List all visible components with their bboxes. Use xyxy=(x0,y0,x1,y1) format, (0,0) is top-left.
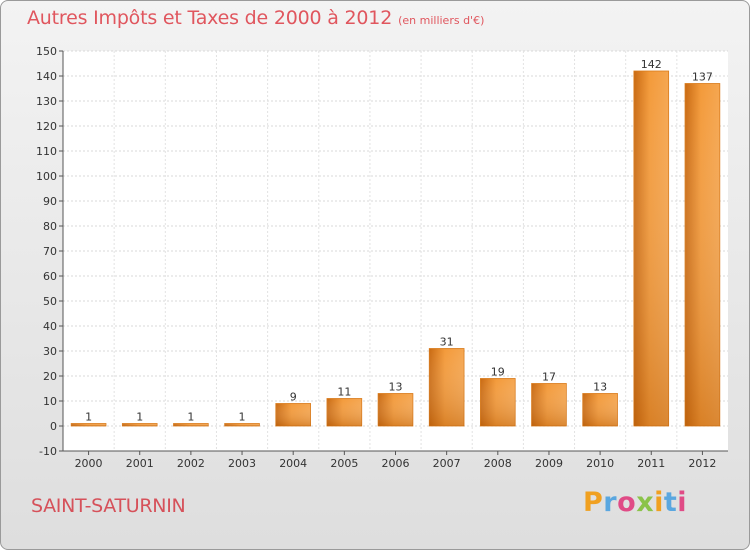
y-tick-label: 30 xyxy=(43,345,57,358)
data-label: 9 xyxy=(290,391,297,404)
proxiti-logo: Proxiti xyxy=(583,487,687,518)
y-tick-label: 50 xyxy=(43,295,57,308)
bar-shade xyxy=(224,423,260,426)
bar-shade xyxy=(582,393,618,426)
y-tick-label: 60 xyxy=(43,270,57,283)
x-tick-label: 2005 xyxy=(330,457,358,470)
logo-letter: t xyxy=(663,487,678,518)
data-label: 17 xyxy=(542,371,556,384)
data-label: 1 xyxy=(239,411,246,424)
y-tick-label: 150 xyxy=(36,45,57,58)
logo-letter: i xyxy=(677,487,688,518)
data-label: 11 xyxy=(337,386,351,399)
y-tick-label: 120 xyxy=(36,120,57,133)
data-label: 13 xyxy=(389,381,403,394)
x-tick-label: 2008 xyxy=(484,457,512,470)
x-tick-label: 2003 xyxy=(228,457,256,470)
data-label: 1 xyxy=(85,411,92,424)
bars xyxy=(70,70,721,427)
y-tick-label: 100 xyxy=(36,170,57,183)
bar-shade xyxy=(326,398,362,426)
bar-shade xyxy=(480,378,516,426)
y-tick-label: 90 xyxy=(43,195,57,208)
x-tick-label: 2002 xyxy=(177,457,205,470)
x-tick-label: 2007 xyxy=(433,457,461,470)
x-tick-label: 2010 xyxy=(586,457,614,470)
logo-letter: P xyxy=(583,487,604,518)
y-tick-label: 0 xyxy=(50,420,57,433)
y-tick-label: 70 xyxy=(43,245,57,258)
y-tick-label: 140 xyxy=(36,70,57,83)
data-label: 1 xyxy=(187,411,194,424)
x-tick-label: 2001 xyxy=(126,457,154,470)
bar-shade xyxy=(685,83,720,426)
chart-title: Autres Impôts et Taxes de 2000 à 2012 xyxy=(27,7,393,29)
x-tick-label: 2009 xyxy=(535,457,563,470)
x-tick-label: 2000 xyxy=(75,457,103,470)
x-tick-label: 2006 xyxy=(382,457,410,470)
bar-shade xyxy=(275,403,311,426)
logo-letter: o xyxy=(617,487,637,518)
chart-title-row: Autres Impôts et Taxes de 2000 à 2012 (en… xyxy=(27,7,484,29)
bar-shade xyxy=(122,423,158,426)
bar-shade xyxy=(429,348,465,426)
x-tick-label: 2004 xyxy=(279,457,307,470)
y-tick-label: 80 xyxy=(43,220,57,233)
chart-unit: (en milliers d'€) xyxy=(398,14,485,27)
data-label: 31 xyxy=(440,336,454,349)
y-tick-label: -10 xyxy=(39,445,57,458)
x-tick-label: 2012 xyxy=(688,457,716,470)
logo-letter: i xyxy=(654,487,664,518)
axes: -10 0 10 20 30 40 50 60 70 80 90 100 110 120 130 140 150… xyxy=(36,45,728,470)
data-label: 1 xyxy=(136,411,143,424)
bar-shade xyxy=(173,423,209,426)
data-label: 142 xyxy=(641,58,662,71)
data-label: 137 xyxy=(692,71,713,84)
bar-shade xyxy=(378,393,413,426)
bar-shade xyxy=(71,423,106,426)
data-label: 19 xyxy=(491,366,505,379)
logo-letter: r xyxy=(603,487,618,518)
bar-shade xyxy=(633,71,669,426)
logo-letter: x xyxy=(636,487,655,518)
bar-shade xyxy=(531,383,567,426)
y-tick-label: 20 xyxy=(43,370,57,383)
y-tick-label: 10 xyxy=(43,395,57,408)
y-tick-label: 130 xyxy=(36,95,57,108)
commune-name: SAINT-SATURNIN xyxy=(31,495,186,517)
data-label: 13 xyxy=(593,381,607,394)
y-tick-label: 110 xyxy=(36,145,57,158)
x-tick-label: 2011 xyxy=(637,457,665,470)
grid-lines xyxy=(63,50,728,452)
y-tick-label: 40 xyxy=(43,320,57,333)
